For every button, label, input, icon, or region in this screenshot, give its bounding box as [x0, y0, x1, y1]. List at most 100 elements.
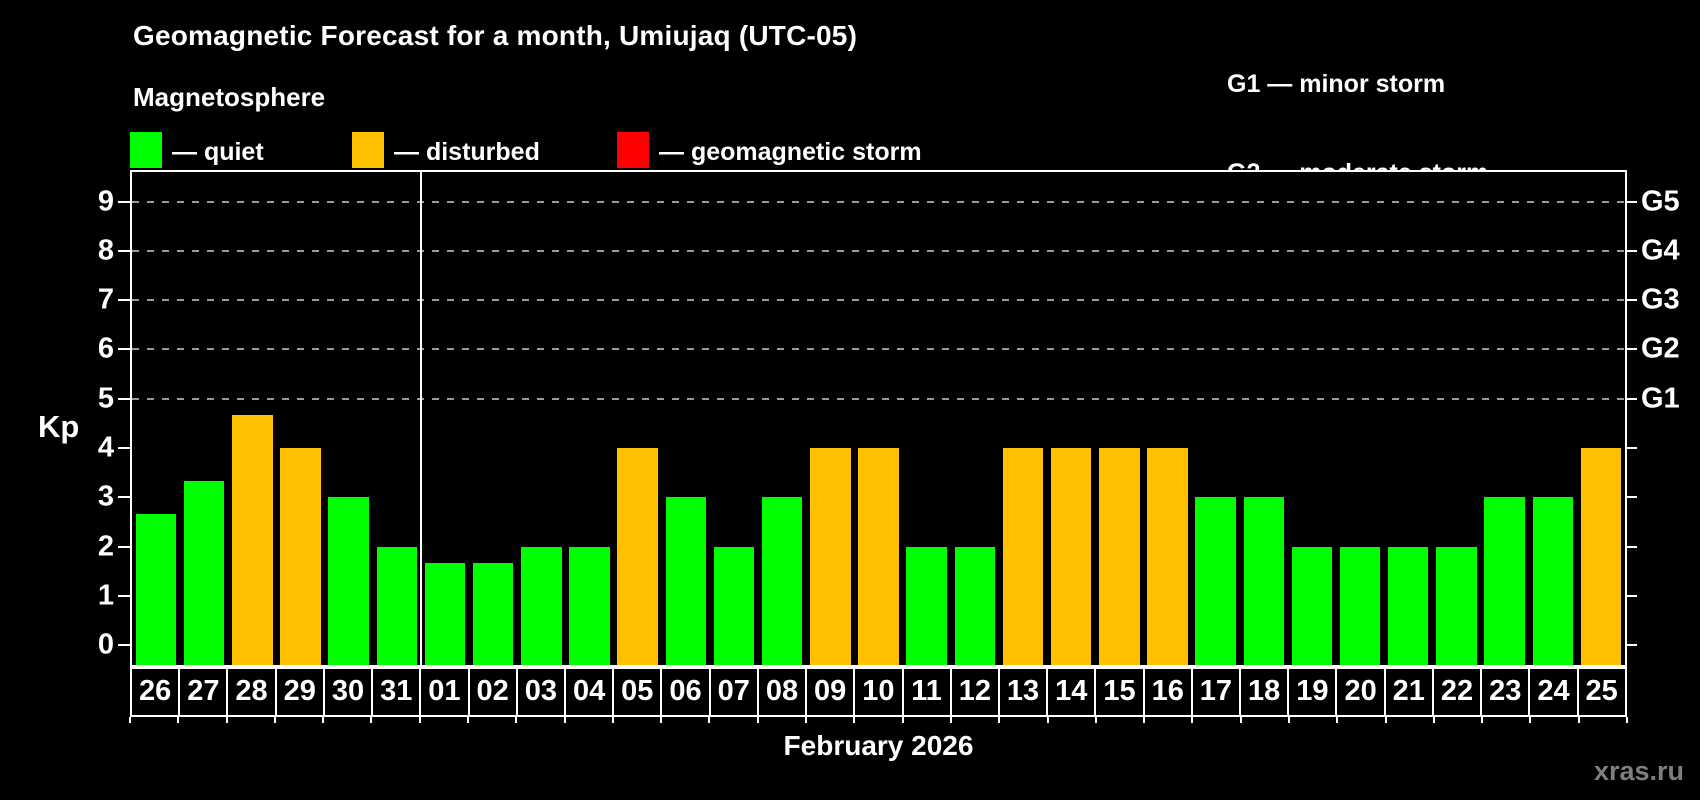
bar-slot-day-04	[565, 172, 613, 665]
bar-slot-day-20	[1336, 172, 1384, 665]
gridline-kp8	[132, 249, 1625, 252]
bar-slot-day-15	[1095, 172, 1143, 665]
day-boundary-tick	[467, 717, 470, 723]
day-label-26: 26	[130, 667, 181, 717]
day-label-11: 11	[901, 667, 952, 717]
day-label-15: 15	[1094, 667, 1145, 717]
bar-slot-day-08	[758, 172, 806, 665]
bar-slot-day-23	[1481, 172, 1529, 665]
day-boundary-tick	[515, 717, 518, 723]
day-boundary-tick	[418, 717, 421, 723]
day-label-30: 30	[322, 667, 374, 717]
bar-slot-day-28	[228, 172, 276, 665]
bar-day-25	[1580, 448, 1622, 665]
day-boundary-tick	[1529, 717, 1532, 723]
right-tick-kp6	[1625, 348, 1637, 351]
month-label: February 2026	[783, 730, 974, 761]
day-label-18: 18	[1239, 667, 1290, 717]
bar-day-08	[761, 497, 803, 665]
storm-legend-label: — geomagnetic storm	[659, 138, 922, 166]
bar-slot-day-07	[710, 172, 758, 665]
day-label-14: 14	[1046, 667, 1097, 717]
day-label-31: 31	[371, 667, 422, 717]
day-label-29: 29	[274, 667, 325, 717]
bar-slot-day-25	[1577, 172, 1625, 665]
day-boundary-tick	[660, 717, 663, 723]
bar-day-10	[858, 448, 899, 665]
bar-slot-day-18	[1240, 172, 1288, 665]
bar-day-11	[906, 546, 947, 665]
bar-day-18	[1243, 497, 1284, 665]
bar-day-09	[810, 448, 851, 665]
left-tick-kp5	[118, 397, 130, 400]
right-tick-kp9	[1625, 200, 1637, 203]
bar-day-30	[328, 497, 369, 665]
left-tick-kp6	[118, 348, 130, 351]
bar-day-15	[1099, 448, 1140, 665]
bar-slot-day-29	[276, 172, 324, 665]
bar-slot-day-01	[421, 172, 469, 665]
bar-day-14	[1050, 448, 1092, 665]
day-label-27: 27	[178, 667, 229, 717]
bar-day-27	[184, 481, 225, 665]
day-label-17: 17	[1190, 667, 1242, 717]
right-tick-kp5	[1625, 397, 1637, 400]
bar-slot-day-14	[1047, 172, 1095, 665]
bar-slot-day-03	[517, 172, 565, 665]
bar-slot-day-31	[373, 172, 421, 665]
day-boundary-tick	[1336, 717, 1339, 723]
bar-slot-day-09	[806, 172, 854, 665]
day-label-08: 08	[756, 667, 808, 717]
day-label-09: 09	[805, 667, 856, 717]
day-label-20: 20	[1335, 667, 1386, 717]
day-boundary-tick	[225, 717, 228, 723]
kp-tick-label-5: 5	[97, 382, 114, 415]
day-label-06: 06	[660, 667, 711, 717]
day-boundary-tick	[1287, 717, 1290, 723]
bar-day-01	[424, 562, 466, 665]
bar-slot-day-30	[325, 172, 373, 665]
day-boundary-tick	[1384, 717, 1387, 723]
bar-day-22	[1436, 546, 1477, 665]
bar-slot-day-13	[999, 172, 1047, 665]
bar-slot-day-19	[1288, 172, 1336, 665]
bar-slot-day-27	[180, 172, 228, 665]
bar-slot-day-22	[1432, 172, 1480, 665]
left-tick-kp0	[118, 644, 130, 647]
bar-day-05	[617, 448, 658, 665]
left-tick-kp8	[118, 249, 130, 252]
day-boundary-tick	[273, 717, 276, 723]
day-boundary-tick	[563, 717, 566, 723]
day-boundary-tick	[370, 717, 373, 723]
bar-day-03	[521, 546, 562, 665]
day-boundary-tick	[1626, 717, 1628, 723]
kp-tick-label-2: 2	[97, 530, 114, 563]
day-boundary-tick	[1191, 717, 1194, 723]
right-tick-kp8	[1625, 249, 1637, 252]
day-label-07: 07	[708, 667, 759, 717]
bar-day-12	[954, 546, 996, 665]
day-label-24: 24	[1528, 667, 1579, 717]
kp-tick-label-1: 1	[97, 579, 114, 612]
kp-tick-label-4: 4	[97, 431, 114, 464]
left-tick-kp3	[118, 496, 130, 499]
g-scale-label-g4: G4	[1641, 234, 1680, 267]
gridline-kp6	[132, 348, 1625, 351]
day-label-05: 05	[612, 667, 663, 717]
g-scale-label-g3: G3	[1641, 283, 1680, 316]
day-label-21: 21	[1383, 667, 1434, 717]
storm-color-swatch	[617, 132, 649, 168]
day-label-23: 23	[1480, 667, 1531, 717]
day-label-row: 26 27 28 29 30 31 01 02 03 04 05 06 07 08 09 10 11 12 13 14…	[130, 667, 1627, 717]
left-tick-kp1	[118, 594, 130, 597]
day-label-03: 03	[515, 667, 566, 717]
page-title: Geomagnetic Forecast for a month, Umiuja…	[133, 20, 858, 51]
g-scale-label-g1: G1	[1641, 382, 1680, 415]
bar-day-06	[665, 497, 707, 665]
day-boundary-tick	[1143, 717, 1146, 723]
disturbed-color-swatch	[352, 132, 384, 168]
bar-slot-day-26	[132, 172, 180, 665]
day-boundary-tick	[1046, 717, 1049, 723]
quiet-color-swatch	[130, 132, 162, 168]
